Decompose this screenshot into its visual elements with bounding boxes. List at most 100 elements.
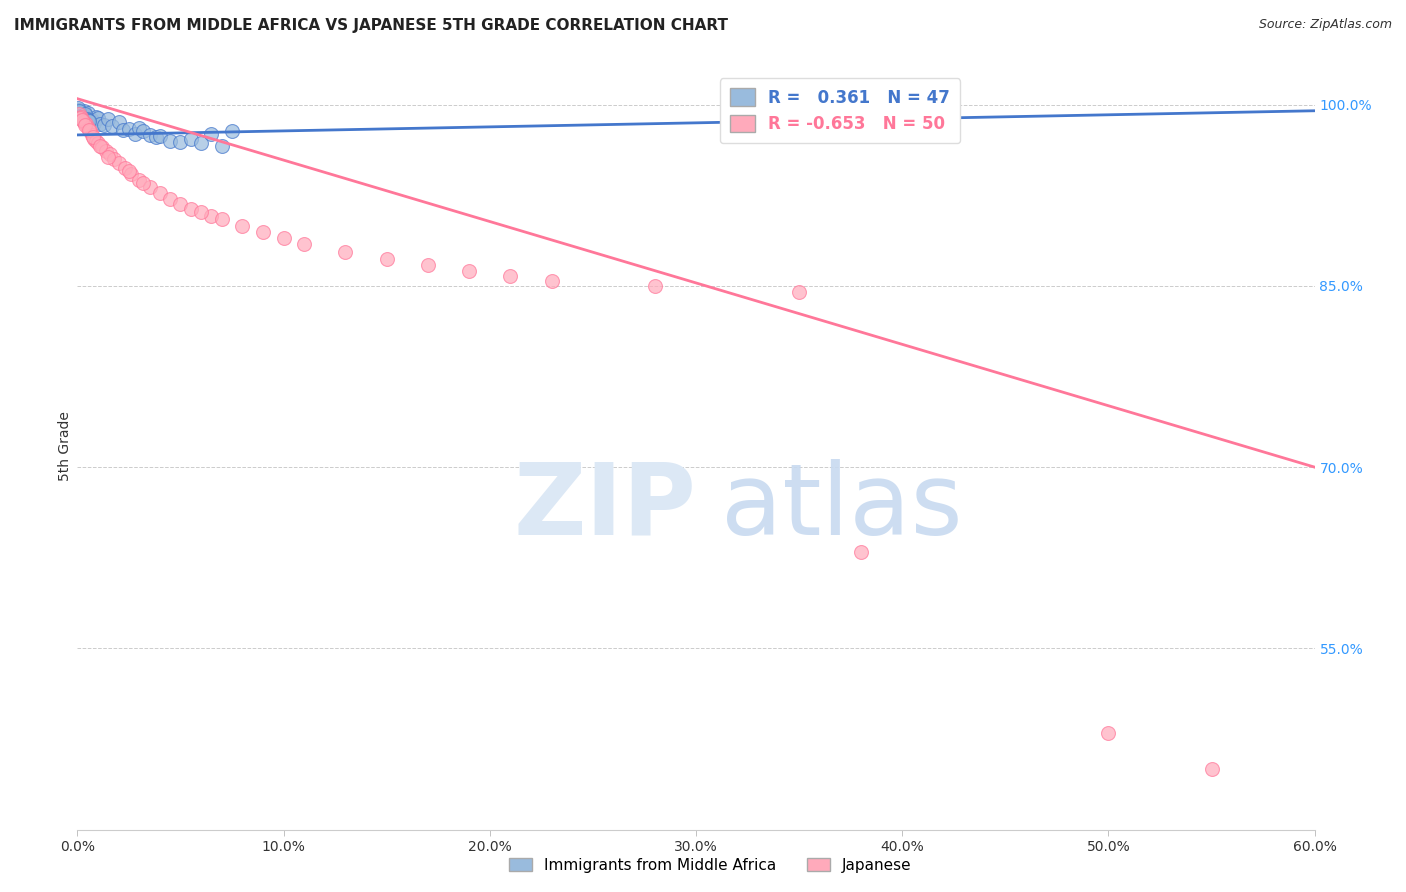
- Point: [190, 205, 212, 219]
- Point: [416, 259, 439, 273]
- Point: [70, 110, 93, 124]
- Point: [200, 127, 222, 141]
- Point: [96, 144, 118, 158]
- Point: [67, 103, 90, 117]
- Point: [89, 117, 111, 131]
- Text: atlas: atlas: [721, 458, 962, 556]
- Point: [180, 202, 202, 216]
- Point: [79, 114, 101, 128]
- Point: [107, 155, 129, 169]
- Text: IMMIGRANTS FROM MIDDLE AFRICA VS JAPANESE 5TH GRADE CORRELATION CHART: IMMIGRANTS FROM MIDDLE AFRICA VS JAPANES…: [14, 18, 728, 33]
- Point: [77, 112, 100, 127]
- Point: [335, 245, 357, 260]
- Point: [77, 112, 100, 127]
- Point: [1201, 762, 1223, 776]
- Point: [138, 128, 160, 142]
- Point: [84, 134, 107, 148]
- Point: [1097, 726, 1119, 740]
- Point: [77, 123, 100, 137]
- Point: [149, 186, 172, 200]
- Point: [67, 103, 90, 118]
- Point: [107, 114, 129, 128]
- Point: [80, 113, 103, 128]
- Point: [84, 110, 107, 124]
- Point: [273, 230, 295, 244]
- Point: [73, 110, 96, 124]
- Point: [211, 138, 233, 153]
- Point: [292, 236, 315, 251]
- Point: [75, 107, 97, 121]
- Point: [76, 112, 98, 126]
- Point: [67, 101, 90, 115]
- Point: [231, 219, 253, 233]
- Point: [211, 212, 233, 227]
- Point: [87, 136, 110, 151]
- Point: [101, 120, 124, 134]
- Point: [169, 196, 191, 211]
- Text: ZIP: ZIP: [513, 458, 696, 556]
- Point: [87, 111, 110, 125]
- Point: [72, 113, 94, 128]
- Point: [111, 123, 134, 137]
- Point: [124, 127, 146, 141]
- Point: [169, 135, 191, 149]
- Point: [93, 118, 115, 132]
- Point: [75, 117, 97, 131]
- Point: [145, 130, 167, 145]
- Point: [128, 172, 150, 186]
- Point: [72, 103, 94, 118]
- Point: [73, 112, 96, 127]
- Point: [67, 107, 90, 121]
- Point: [70, 110, 93, 124]
- Point: [159, 134, 181, 148]
- Point: [132, 124, 155, 138]
- Point: [82, 130, 104, 145]
- Point: [98, 147, 121, 161]
- Point: [79, 114, 101, 128]
- Point: [103, 152, 125, 166]
- Y-axis label: 5th Grade: 5th Grade: [58, 411, 72, 481]
- Point: [75, 114, 97, 128]
- Point: [849, 545, 872, 559]
- Text: Source: ZipAtlas.com: Source: ZipAtlas.com: [1258, 18, 1392, 31]
- Point: [118, 121, 141, 136]
- Point: [73, 118, 96, 132]
- Point: [76, 106, 98, 120]
- Point: [72, 113, 94, 128]
- Point: [69, 109, 91, 123]
- Point: [83, 131, 105, 145]
- Point: [76, 120, 98, 135]
- Point: [540, 274, 562, 288]
- Point: [128, 120, 150, 135]
- Legend: R =   0.361   N = 47, R = -0.653   N = 50: R = 0.361 N = 47, R = -0.653 N = 50: [720, 78, 960, 143]
- Point: [132, 176, 155, 190]
- Point: [83, 116, 105, 130]
- Point: [72, 114, 94, 128]
- Point: [70, 106, 93, 120]
- Point: [97, 112, 120, 127]
- Point: [252, 225, 274, 239]
- Point: [138, 179, 160, 194]
- Point: [114, 161, 136, 175]
- Point: [118, 164, 141, 178]
- Point: [787, 285, 810, 299]
- Point: [79, 124, 101, 138]
- Point: [97, 150, 120, 164]
- Point: [375, 252, 398, 267]
- Point: [644, 279, 666, 293]
- Point: [499, 269, 522, 284]
- Legend: Immigrants from Middle Africa, Japanese: Immigrants from Middle Africa, Japanese: [502, 852, 918, 879]
- Point: [69, 111, 91, 125]
- Point: [72, 107, 94, 121]
- Point: [91, 140, 114, 154]
- Point: [159, 192, 181, 206]
- Point: [200, 209, 222, 223]
- Point: [89, 138, 111, 153]
- Point: [76, 111, 98, 125]
- Point: [458, 264, 481, 278]
- Point: [75, 109, 97, 123]
- Point: [190, 136, 212, 151]
- Point: [70, 111, 93, 125]
- Point: [80, 128, 103, 142]
- Point: [149, 129, 172, 144]
